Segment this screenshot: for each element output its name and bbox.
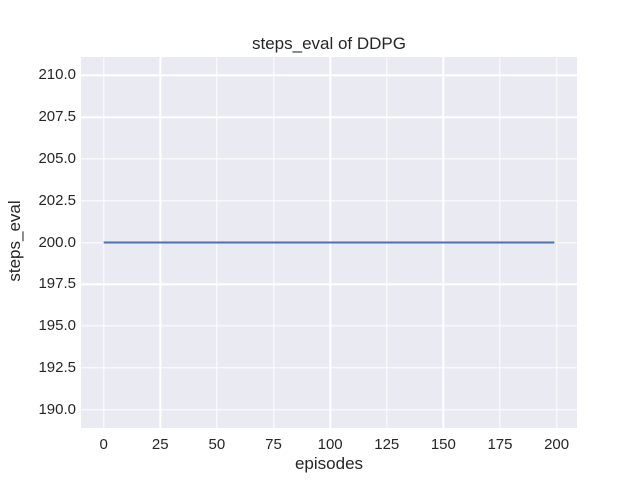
plot-area xyxy=(81,57,577,428)
x-tick-label: 100 xyxy=(317,436,343,453)
x-axis-label: episodes xyxy=(294,454,364,473)
gridline-horizontal xyxy=(81,367,577,369)
x-tick-label: 200 xyxy=(544,436,570,453)
gridline-horizontal xyxy=(81,325,577,327)
y-tick-label: 190.0 xyxy=(38,400,76,418)
y-tick-label: 205.0 xyxy=(38,149,76,167)
x-tick-label: 175 xyxy=(487,436,513,453)
gridline-horizontal xyxy=(81,74,577,77)
gridline-horizontal xyxy=(81,200,577,202)
x-tick-label: 125 xyxy=(374,436,400,453)
x-tick-label: 50 xyxy=(208,436,226,453)
y-tick-label: 192.5 xyxy=(38,358,76,376)
y-tick-label: 210.0 xyxy=(38,66,76,84)
gridline-horizontal xyxy=(81,283,577,285)
y-tick-label: 207.5 xyxy=(38,108,76,126)
x-tick-label: 0 xyxy=(99,436,108,453)
x-tick-label: 150 xyxy=(430,436,456,453)
y-tick-label: 195.0 xyxy=(38,317,76,335)
chart-title: steps_eval of DDPG xyxy=(251,34,406,53)
x-tick-label: 75 xyxy=(265,436,282,453)
y-tick-label: 197.5 xyxy=(38,275,76,293)
y-tick-label: 200.0 xyxy=(38,233,76,251)
y-axis-label: steps_eval xyxy=(4,200,24,282)
gridline-horizontal xyxy=(81,408,577,411)
gridline-horizontal xyxy=(81,116,577,118)
x-tick-label: 25 xyxy=(151,436,169,453)
y-tick-label: 202.5 xyxy=(38,191,76,209)
plot-svg xyxy=(103,241,555,244)
gridline-horizontal xyxy=(81,158,577,160)
